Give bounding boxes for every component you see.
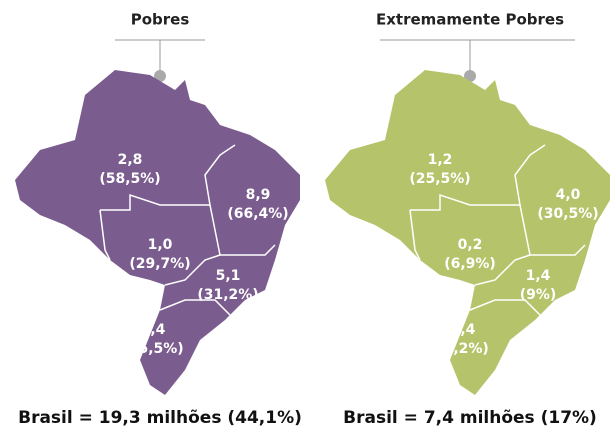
map-panel: Extremamente Pobres 1,2 (25,5%) 4,0 (30,5%) 0… — [325, 11, 610, 428]
region-value: 0,2 — [458, 237, 483, 253]
region-share: (66,4%) — [227, 206, 288, 222]
map-title: Extremamente Pobres — [376, 11, 564, 29]
region-share: (9%) — [520, 287, 557, 303]
region-value: 0,4 — [451, 322, 476, 338]
region-border — [100, 144, 236, 211]
region-value: 1,0 — [148, 237, 173, 253]
region-value: 1,4 — [526, 268, 551, 284]
region-value: 1,2 — [428, 152, 453, 168]
region-border — [209, 204, 276, 256]
pointer-dot — [154, 70, 166, 82]
region-share: (6,9%) — [444, 256, 496, 272]
region-border — [159, 299, 231, 316]
region-share: (25,5%) — [122, 341, 183, 357]
region-border — [410, 144, 546, 211]
region-value: 2,8 — [118, 152, 143, 168]
region-share: (58,5%) — [99, 171, 160, 187]
region-share: (29,7%) — [129, 256, 190, 272]
region-border — [409, 209, 421, 261]
country-total: Brasil = 19,3 milhões (44,1%) — [18, 408, 302, 428]
region-border — [519, 204, 586, 256]
region-value: 5,1 — [216, 268, 241, 284]
map-panel: Pobres 2,8 (58,5%) 8,9 (66,4%) 1,0 (29,7%) 5,1 (… — [15, 11, 302, 428]
region-border — [469, 299, 541, 316]
country-total: Brasil = 7,4 milhões (17%) — [343, 408, 597, 428]
map-title: Pobres — [131, 11, 190, 29]
region-share: (30,5%) — [537, 206, 598, 222]
region-value: 4,0 — [556, 187, 581, 203]
region-value: 8,9 — [246, 187, 271, 203]
region-share: (31,2%) — [197, 287, 258, 303]
pointer-dot — [464, 70, 476, 82]
region-border — [164, 254, 221, 286]
region-border — [99, 209, 111, 261]
region-share: (25,5%) — [409, 171, 470, 187]
region-value: 1,4 — [141, 322, 166, 338]
region-share: (7,2%) — [437, 341, 489, 357]
region-border — [474, 254, 531, 286]
